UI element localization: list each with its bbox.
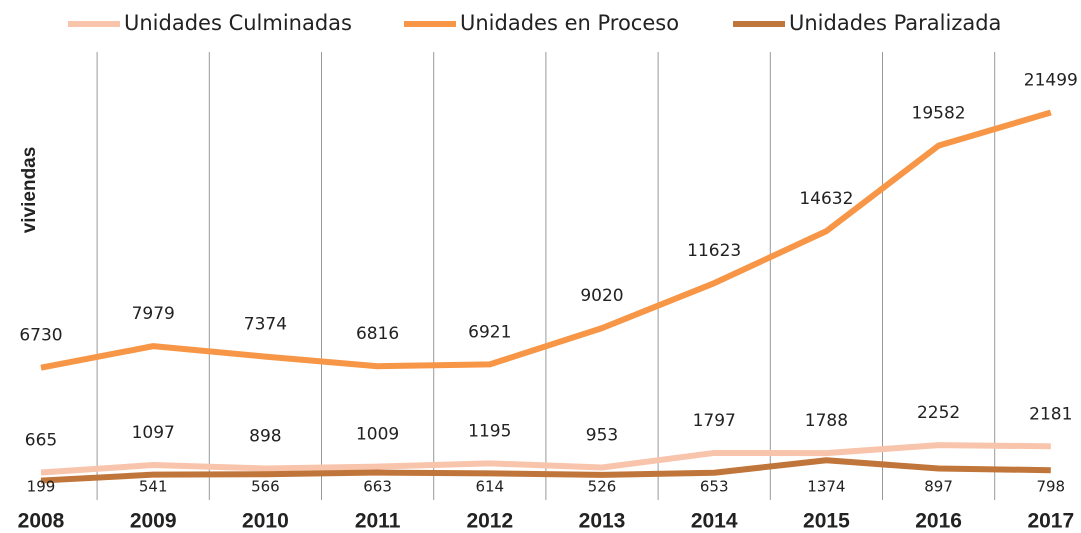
data-label: 665	[25, 431, 57, 451]
data-label: 6730	[19, 326, 62, 346]
data-label: 6921	[468, 322, 511, 342]
data-label: 897	[924, 478, 953, 496]
x-tick-label: 2013	[579, 510, 626, 533]
x-tick-label: 2014	[691, 510, 738, 533]
y-axis-label: viviendas	[19, 147, 40, 234]
legend-label: Unidades Culminadas	[124, 11, 352, 35]
data-label: 11623	[687, 241, 741, 261]
data-label: 199	[27, 478, 56, 496]
data-label: 1009	[356, 425, 399, 445]
data-label: 566	[251, 478, 280, 496]
data-label: 614	[475, 478, 504, 496]
x-tick-label: 2011	[355, 510, 401, 533]
data-label: 1374	[807, 478, 845, 496]
x-tick-label: 2010	[242, 510, 289, 533]
data-label: 653	[700, 478, 729, 496]
data-label: 14632	[799, 189, 853, 209]
series-line	[40, 457, 1051, 484]
data-label: 19582	[912, 104, 966, 124]
data-label: 953	[586, 426, 618, 446]
data-label: 21499	[1024, 70, 1078, 90]
data-label: 9020	[580, 286, 623, 306]
data-label: 541	[139, 478, 168, 496]
data-label: 1195	[468, 421, 511, 441]
data-label: 1788	[805, 411, 848, 431]
data-label: 7979	[132, 304, 175, 324]
data-label: 1797	[693, 411, 736, 431]
data-label: 663	[363, 478, 392, 496]
data-label: 6816	[356, 324, 399, 344]
series-line	[40, 109, 1052, 371]
data-label: 1097	[132, 423, 175, 443]
x-tick-label: 2009	[130, 510, 177, 533]
data-label: 2181	[1029, 404, 1072, 424]
x-tick-label: 2012	[466, 510, 513, 533]
data-label: 526	[588, 478, 617, 496]
data-label: 2252	[917, 403, 960, 423]
x-tick-label: 2008	[18, 510, 65, 533]
series-line	[40, 442, 1051, 476]
data-label: 798	[1036, 478, 1065, 496]
x-tick-label: 2017	[1027, 510, 1074, 533]
x-tick-label: 2015	[803, 510, 850, 533]
data-label: 7374	[244, 315, 287, 335]
x-tick-label: 2016	[915, 510, 962, 533]
legend-label: Unidades Paralizada	[789, 11, 1001, 35]
legend-label: Unidades en Proceso	[460, 11, 679, 35]
data-label: 898	[249, 426, 281, 446]
